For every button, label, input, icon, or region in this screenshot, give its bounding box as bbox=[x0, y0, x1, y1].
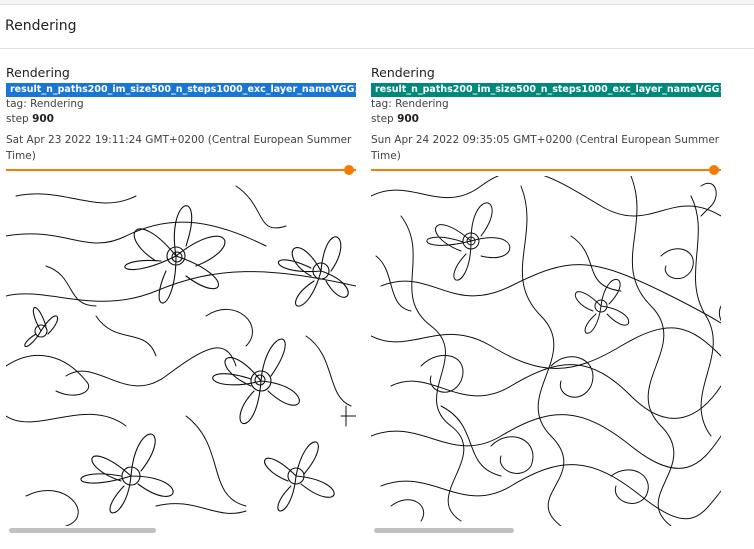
slider-thumb[interactable] bbox=[344, 165, 354, 175]
slider-track bbox=[371, 169, 721, 171]
horizontal-scrollbar[interactable] bbox=[371, 527, 721, 535]
card-tag: tag: Rendering bbox=[371, 98, 449, 110]
scribble-strokes bbox=[6, 185, 356, 526]
scribble-strokes bbox=[371, 176, 721, 526]
step-slider[interactable] bbox=[6, 165, 356, 175]
step-value: 900 bbox=[397, 113, 419, 125]
section-title: Rendering bbox=[5, 18, 77, 34]
horizontal-scrollbar[interactable] bbox=[6, 527, 356, 535]
flower-bloom bbox=[124, 205, 226, 304]
card-tag: tag: Rendering bbox=[6, 98, 84, 110]
flower-bloom bbox=[24, 306, 59, 348]
flower-bloom bbox=[212, 338, 300, 425]
slider-thumb[interactable] bbox=[709, 165, 719, 175]
slider-track bbox=[6, 169, 356, 171]
rendered-image bbox=[6, 176, 356, 526]
top-toolbar-strip bbox=[0, 0, 754, 5]
image-card: Rendering result_n_paths200_im_size500_n… bbox=[371, 49, 721, 549]
flower-bloom bbox=[80, 433, 174, 514]
card-title: Rendering bbox=[6, 65, 70, 80]
image-card: Rendering result_n_paths200_im_size500_n… bbox=[6, 49, 356, 549]
section-header[interactable]: Rendering bbox=[0, 5, 754, 49]
step-label: step bbox=[6, 113, 29, 125]
step-slider[interactable] bbox=[371, 165, 721, 175]
flower-bloom bbox=[277, 236, 349, 307]
flower-bloom bbox=[575, 278, 630, 334]
run-name-chip: result_n_paths200_im_size500_n_steps1000… bbox=[6, 83, 356, 97]
step-value: 900 bbox=[32, 113, 54, 125]
run-name-chip: result_n_paths200_im_size500_n_steps1000… bbox=[371, 83, 721, 97]
card-timestamp: Sat Apr 23 2022 19:11:24 GMT+0200 (Centr… bbox=[6, 134, 352, 162]
scrollbar-thumb[interactable] bbox=[9, 528, 156, 533]
card-step: step 900 bbox=[6, 113, 54, 125]
card-step: step 900 bbox=[371, 113, 419, 125]
flower-bloom bbox=[426, 202, 511, 281]
card-timestamp: Sun Apr 24 2022 09:35:05 GMT+0200 (Centr… bbox=[371, 134, 720, 162]
flower-bloom bbox=[264, 441, 335, 512]
card-title: Rendering bbox=[371, 65, 435, 80]
rendered-image bbox=[371, 176, 721, 526]
scrollbar-thumb[interactable] bbox=[374, 528, 514, 533]
step-label: step bbox=[371, 113, 394, 125]
